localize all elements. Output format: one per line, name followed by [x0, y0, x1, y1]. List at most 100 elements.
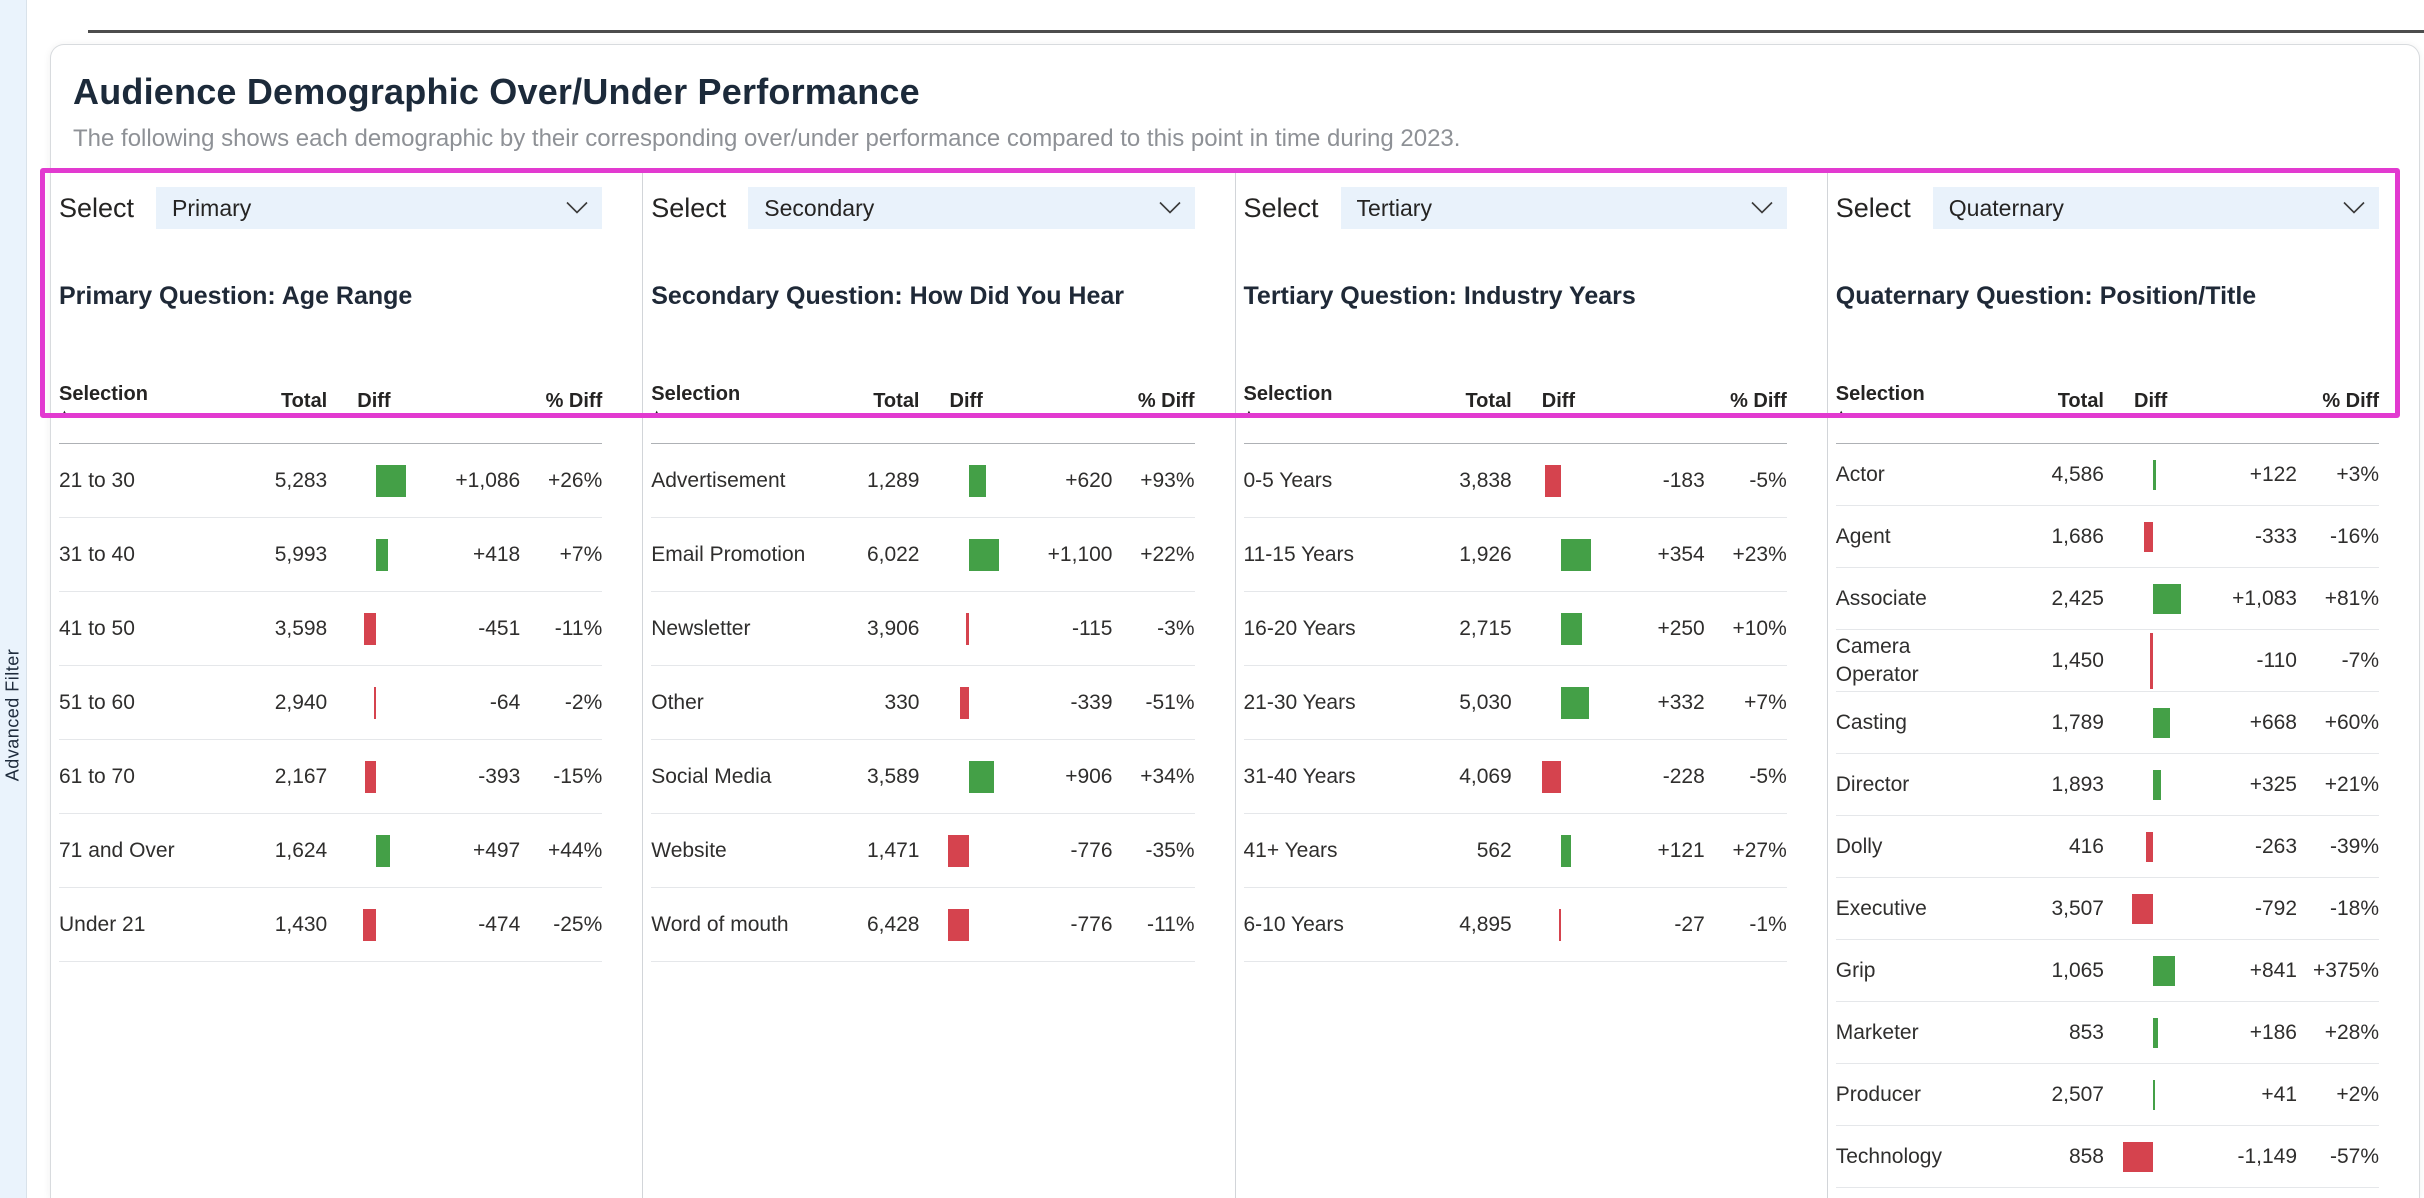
diff-bar-cell	[2108, 754, 2198, 815]
table-row[interactable]: 51 to 60 2,940 -64 -2%	[59, 666, 603, 740]
question-dropdown[interactable]: Primary	[156, 187, 603, 229]
question-heading: Tertiary Question: Industry Years	[1243, 282, 1636, 310]
cell-pct-diff: -1%	[1749, 912, 1787, 936]
diff-bar-cell	[1516, 592, 1606, 665]
table-row[interactable]: Grip 1,065 +841 +375%	[1835, 940, 2379, 1002]
question-dropdown[interactable]: Secondary	[748, 187, 1195, 229]
table-row[interactable]: Newsletter 3,906 -115 -3%	[651, 592, 1195, 666]
table-row[interactable]: 41 to 50 3,598 -451 -11%	[59, 592, 603, 666]
table-row[interactable]: Word of mouth 6,428 -776 -11%	[651, 888, 1195, 962]
table-row[interactable]: 11-15 Years 1,926 +354 +23%	[1243, 518, 1787, 592]
table-row[interactable]: Executive 3,507 -792 -18%	[1835, 878, 2379, 940]
negative-diff-bar	[1544, 464, 1561, 497]
table-row[interactable]: 21-30 Years 5,030 +332 +7%	[1243, 666, 1787, 740]
table-body: 0-5 Years 3,838 -183 -5% 11-15 Years 1,926 +35…	[1243, 444, 1787, 962]
cell-total: 3,507	[2051, 896, 2104, 920]
column-header-selection[interactable]: Selection ▲	[1243, 383, 1333, 420]
column-header-pct-diff[interactable]: % Diff	[1730, 389, 1787, 412]
cell-total: 5,283	[274, 468, 328, 492]
cell-selection: 51 to 60	[59, 690, 135, 714]
cell-pct-diff: +27%	[1732, 838, 1787, 862]
table-row[interactable]: 6-10 Years 4,895 -27 -1%	[1243, 888, 1787, 962]
cell-selection: Dolly	[1835, 834, 1883, 858]
dropdown-selected-value: Secondary	[764, 194, 875, 221]
table-row[interactable]: Producer 2,507 +41 +2%	[1835, 1064, 2379, 1126]
cell-total: 1,065	[2051, 958, 2104, 982]
cell-pct-diff: +375%	[2313, 958, 2379, 982]
column-header-total[interactable]: Total	[2057, 389, 2104, 412]
advanced-filter-tab[interactable]: Advanced Filter	[0, 0, 27, 1198]
diff-bar-cell	[1516, 444, 1606, 517]
column-header-diff[interactable]: Diff	[2134, 389, 2168, 412]
diff-bar-cell	[331, 666, 421, 739]
table-row[interactable]: Technology 858 -1,149 -57%	[1835, 1126, 2379, 1188]
table-row[interactable]: Camera Operator 1,450 -110 -7%	[1835, 630, 2379, 692]
cell-pct-diff: +28%	[2324, 1020, 2379, 1044]
table-row[interactable]: Email Promotion 6,022 +1,100 +22%	[651, 518, 1195, 592]
table-row[interactable]: 0-5 Years 3,838 -183 -5%	[1243, 444, 1787, 518]
cell-diff: +497	[472, 838, 521, 862]
column-header-diff[interactable]: Diff	[357, 389, 391, 412]
column-header-diff[interactable]: Diff	[949, 389, 983, 412]
cell-diff: -115	[1072, 616, 1113, 640]
table-row[interactable]: Advertisement 1,289 +620 +93%	[651, 444, 1195, 518]
table-row[interactable]: 41+ Years 562 +121 +27%	[1243, 814, 1787, 888]
cell-pct-diff: -7%	[2341, 648, 2379, 672]
cell-total: 1,471	[866, 838, 920, 862]
table-row[interactable]: Dolly 416 -263 -39%	[1835, 816, 2379, 878]
column-header-total[interactable]: Total	[1465, 389, 1512, 412]
table-body: 21 to 30 5,283 +1,086 +26% 31 to 40 5,993 +418…	[59, 444, 603, 962]
sort-ascending-icon: ▲	[651, 408, 663, 420]
question-dropdown[interactable]: Quaternary	[1932, 187, 2379, 229]
negative-diff-bar	[374, 686, 377, 719]
cell-pct-diff: +22%	[1140, 542, 1195, 566]
table-row[interactable]: Social Media 3,589 +906 +34%	[651, 740, 1195, 814]
column-header-pct-diff[interactable]: % Diff	[545, 389, 603, 412]
cell-total: 3,906	[866, 616, 920, 640]
diff-bar-cell	[1516, 814, 1606, 887]
column-header-total[interactable]: Total	[873, 389, 920, 412]
positive-diff-bar	[2153, 955, 2175, 986]
table-row[interactable]: 31-40 Years 4,069 -228 -5%	[1243, 740, 1787, 814]
cell-diff: +325	[2249, 772, 2297, 796]
table-row[interactable]: Associate 2,425 +1,083 +81%	[1835, 568, 2379, 630]
diff-bar-cell	[924, 518, 1014, 591]
cell-selection: 0-5 Years	[1243, 468, 1333, 492]
table-row[interactable]: Casting 1,789 +668 +60%	[1835, 692, 2379, 754]
table-row[interactable]: Director 1,893 +325 +21%	[1835, 754, 2379, 816]
column-header-selection[interactable]: Selection ▲	[651, 383, 741, 420]
table-row[interactable]: 31 to 40 5,993 +418 +7%	[59, 518, 603, 592]
table-row[interactable]: Under 21 1,430 -474 -25%	[59, 888, 603, 962]
table-row[interactable]: 61 to 70 2,167 -393 -15%	[59, 740, 603, 814]
question-dropdown[interactable]: Tertiary	[1340, 187, 1787, 229]
column-header-diff[interactable]: Diff	[1541, 389, 1576, 412]
positive-diff-bar	[1560, 686, 1589, 719]
column-header-selection[interactable]: Selection ▲	[1835, 383, 1925, 420]
cell-selection: 41 to 50	[59, 616, 135, 640]
cell-total: 1,789	[2051, 710, 2104, 734]
table-row[interactable]: Actor 4,586 +122 +3%	[1835, 444, 2379, 506]
diff-bar-cell	[924, 888, 1014, 961]
table-row[interactable]: Other 330 -339 -51%	[651, 666, 1195, 740]
negative-diff-bar	[364, 612, 377, 645]
cell-diff: +906	[1065, 764, 1113, 788]
cell-diff: -333	[2254, 524, 2297, 548]
cell-diff: +1,086	[455, 468, 521, 492]
cell-diff: +332	[1657, 690, 1705, 714]
cell-total: 858	[2068, 1144, 2104, 1168]
sort-ascending-icon: ▲	[59, 408, 70, 420]
cell-selection: Advertisement	[651, 468, 786, 492]
column-header-pct-diff[interactable]: % Diff	[2322, 389, 2379, 412]
table-row[interactable]: Website 1,471 -776 -35%	[651, 814, 1195, 888]
table-row[interactable]: 71 and Over 1,624 +497 +44%	[59, 814, 603, 888]
table-row[interactable]: Marketer 853 +186 +28%	[1835, 1002, 2379, 1064]
table-row[interactable]: 21 to 30 5,283 +1,086 +26%	[59, 444, 603, 518]
positive-diff-bar	[968, 538, 999, 571]
cell-total: 1,926	[1459, 542, 1512, 566]
column-header-pct-diff[interactable]: % Diff	[1137, 389, 1195, 412]
table-row[interactable]: 16-20 Years 2,715 +250 +10%	[1243, 592, 1787, 666]
table-row[interactable]: Agent 1,686 -333 -16%	[1835, 506, 2379, 568]
column-header-total[interactable]: Total	[280, 389, 328, 412]
report-card: Audience Demographic Over/Under Performa…	[50, 44, 2420, 1198]
column-header-selection[interactable]: Selection ▲	[59, 383, 148, 420]
